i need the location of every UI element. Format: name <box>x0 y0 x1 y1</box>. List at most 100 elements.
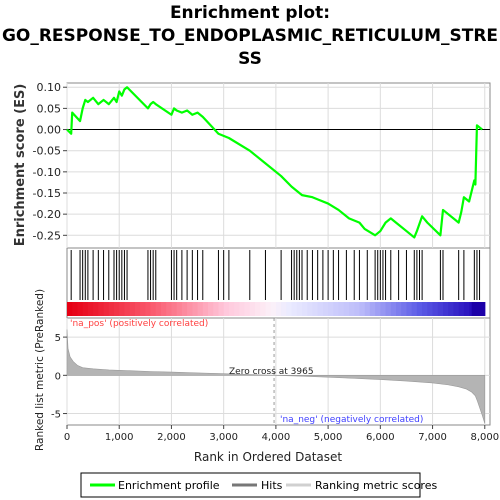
heatmap-segment <box>234 302 240 316</box>
es-line <box>66 86 483 239</box>
heatmap-segment <box>354 302 361 316</box>
heatmap-segment <box>119 302 126 316</box>
es-ytick-label: 0.00 <box>37 124 62 137</box>
heatmap-segment <box>463 302 470 316</box>
heatmap-segment <box>416 302 423 316</box>
heatmap-segment <box>427 302 434 316</box>
heatmap-segment <box>359 302 366 316</box>
legend-label-metric: Ranking metric scores <box>315 479 437 492</box>
heatmap-segment <box>155 302 162 316</box>
es-ytick-label: 0.10 <box>37 81 62 94</box>
heatmap-segment <box>390 302 397 316</box>
heatmap-segment <box>228 302 235 316</box>
heatmap-segment <box>265 302 272 316</box>
heatmap-segment <box>202 302 209 316</box>
x-tick-label: 1,000 <box>105 432 134 443</box>
x-tick-label: 8,000 <box>470 432 499 443</box>
heatmap-segment <box>134 302 141 316</box>
heatmap-segment <box>401 302 408 316</box>
heatmap-segment <box>312 302 319 316</box>
heatmap-segment <box>296 302 303 316</box>
heatmap-segment <box>364 302 371 316</box>
es-panel <box>66 86 490 239</box>
metric-ytick-label: -5 <box>51 410 61 421</box>
heatmap-segment <box>223 302 230 316</box>
heatmap-segment <box>333 302 340 316</box>
heatmap-segment <box>98 302 105 316</box>
heatmap-segment <box>161 302 167 316</box>
pos-label: 'na_pos' (positively correlated) <box>70 319 208 329</box>
es-ytick-label: -0.20 <box>33 208 61 221</box>
heatmap-segment <box>291 302 298 316</box>
x-axis-label: Rank in Ordered Dataset <box>194 450 342 464</box>
x-tick-label: 7,000 <box>418 432 447 443</box>
heatmap-segment <box>437 302 444 316</box>
heatmap-segment <box>192 302 199 316</box>
es-ytick-label: -0.25 <box>33 229 61 242</box>
heatmap-segment <box>114 302 120 316</box>
metric-ytick-label: 5 <box>55 333 61 344</box>
heatmap-segment <box>218 302 225 316</box>
heatmap-segment <box>244 302 251 316</box>
heatmap-segment <box>72 302 79 316</box>
heatmap-segment <box>171 302 178 316</box>
chart-title-line-3: SS <box>238 49 262 69</box>
heatmap-segment <box>249 302 256 316</box>
x-tick-label: 3,000 <box>209 432 238 443</box>
es-ytick-label: -0.05 <box>33 145 61 158</box>
heatmap-segment <box>328 302 334 316</box>
x-tick-label: 5,000 <box>314 432 343 443</box>
chart-title-line-2: GO_RESPONSE_TO_ENDOPLASMIC_RETICULUM_STR… <box>1 26 499 46</box>
heatmap-segment <box>443 302 449 316</box>
heatmap-segment <box>471 302 485 316</box>
heatmap-segment <box>108 302 115 316</box>
heatmap-segment <box>349 302 355 316</box>
axes: 0.100.050.00-0.05-0.10-0.15-0.20-0.2550-… <box>33 81 500 443</box>
metric-area <box>66 329 486 424</box>
hit-marks <box>70 250 481 300</box>
heatmap-segment <box>87 302 94 316</box>
heatmap-segment <box>453 302 460 316</box>
heatmap-segment <box>239 302 246 316</box>
heatmap-segment <box>260 302 267 316</box>
heatmap-segment <box>93 302 99 316</box>
heatmap-segment <box>124 302 131 316</box>
heatmap-segment <box>255 302 261 316</box>
heatmap-segment <box>82 302 89 316</box>
x-tick-label: 2,000 <box>157 432 186 443</box>
legend-label-hits: Hits <box>261 479 283 492</box>
legend: Enrichment profile Hits Ranking metric s… <box>80 472 437 498</box>
metric-panel <box>66 318 486 425</box>
heatmap-segment <box>181 302 188 316</box>
heatmap-segment <box>176 302 183 316</box>
heatmap-segment <box>77 302 84 316</box>
metric-ytick-label: 0 <box>55 371 61 382</box>
heatmap-segment <box>422 302 428 316</box>
heatmap-segment <box>369 302 376 316</box>
heatmap-segment <box>343 302 350 316</box>
heatmap-segment <box>166 302 173 316</box>
heatmap-segment <box>129 302 136 316</box>
heatmap-segment <box>338 302 345 316</box>
heatmap-segment <box>396 302 402 316</box>
heatmap-segment <box>67 302 73 316</box>
chart-title-line-1: Enrichment plot: <box>169 3 331 23</box>
metric-axis-label: Ranked list metric (PreRanked) <box>34 289 46 451</box>
heatmap-segment <box>213 302 220 316</box>
heatmap-segment <box>286 302 293 316</box>
heatmap-segment <box>317 302 324 316</box>
heatmap-segment <box>448 302 455 316</box>
chart-title: Enrichment plot: GO_RESPONSE_TO_ENDOPLAS… <box>0 2 500 71</box>
heatmap-segment <box>302 302 308 316</box>
heatmap-segment <box>406 302 413 316</box>
heatmap-segment <box>380 302 387 316</box>
es-ytick-label: -0.15 <box>33 187 61 200</box>
heatmap-segment <box>208 302 214 316</box>
heatmap-segment <box>270 302 277 316</box>
panel-annotations: Enrichment score (ES) Ranked list metric… <box>13 84 423 464</box>
heatmap-segment <box>150 302 157 316</box>
heatmap-segment <box>432 302 439 316</box>
heatmap-segment <box>197 302 204 316</box>
heatmap-segment <box>145 302 152 316</box>
